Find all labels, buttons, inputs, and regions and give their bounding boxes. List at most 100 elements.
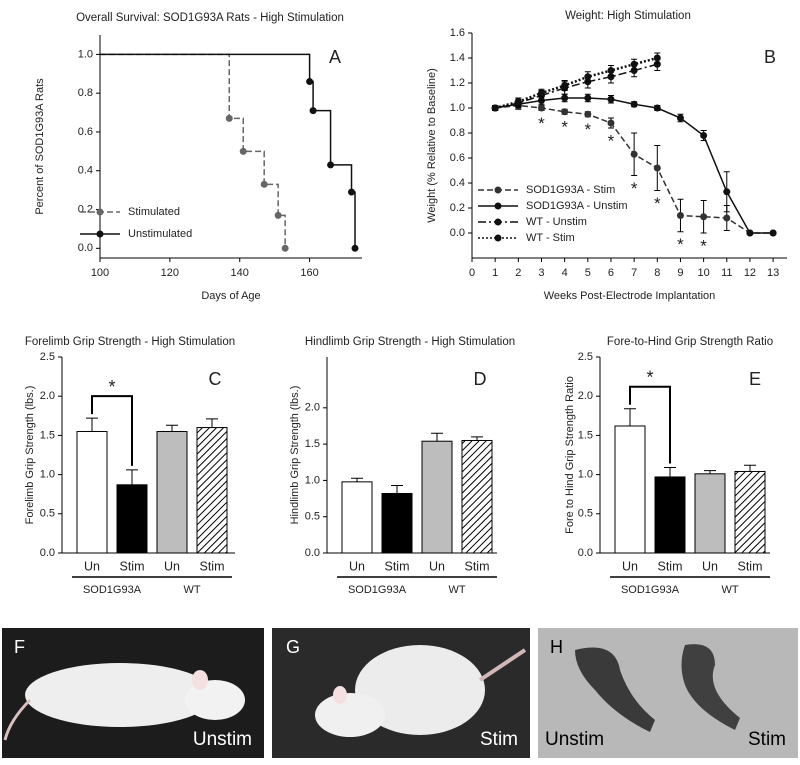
series-marker <box>700 132 708 139</box>
error-bar <box>624 408 636 426</box>
significance-marker: * <box>631 179 638 198</box>
series-marker <box>561 82 569 89</box>
legend-marker <box>494 234 502 242</box>
bar <box>461 439 493 554</box>
bar <box>734 470 766 554</box>
legend-label: SOD1G93A - Unstim <box>526 200 627 212</box>
x-tick-label: 2 <box>515 267 521 279</box>
error-bar <box>431 432 443 442</box>
survival-marker <box>281 244 289 252</box>
significance-marker: * <box>561 118 568 137</box>
survival-line <box>100 53 286 249</box>
series-marker <box>653 104 661 112</box>
significance-marker: * <box>677 235 684 254</box>
bar <box>156 430 188 554</box>
survival-marker <box>309 107 317 115</box>
series-marker <box>537 89 545 97</box>
panel-label: C <box>209 369 222 389</box>
x-tick-label: 100 <box>91 267 109 279</box>
significance-marker: * <box>608 131 615 150</box>
y-tick-label: 0.6 <box>78 126 93 138</box>
significance-marker: * <box>584 120 591 139</box>
y-tick-label: 1.2 <box>450 77 465 89</box>
x-tick-label: 120 <box>161 267 179 279</box>
bar <box>694 473 726 554</box>
series-marker <box>491 104 499 112</box>
group-label: WT <box>183 584 200 596</box>
x-tick-label: Stim <box>120 559 145 573</box>
legend-marker <box>494 186 502 194</box>
y-tick-label: 0.4 <box>78 165 93 177</box>
error-bar <box>351 477 363 482</box>
survival-marker <box>306 78 314 86</box>
series-marker <box>584 94 592 102</box>
y-axis-label: Fore to Hind Grip Strength Ratio <box>564 376 576 534</box>
error-bar <box>126 469 138 485</box>
survival-marker <box>239 147 247 155</box>
survival-marker <box>327 161 335 169</box>
series-marker <box>676 212 684 219</box>
y-tick-label: 1.6 <box>450 27 465 39</box>
error-bar <box>166 424 178 432</box>
y-tick-label: 0.0 <box>450 227 465 239</box>
photo-caption: Unstim <box>193 729 252 750</box>
significance-bracket <box>91 395 133 466</box>
series-marker <box>630 100 638 108</box>
group-label: SOD1G93A <box>83 584 142 596</box>
x-tick-label: 13 <box>767 267 779 279</box>
series-marker <box>561 94 569 102</box>
y-tick-label: 0.5 <box>305 511 320 523</box>
significance-label: * <box>646 367 653 387</box>
series-marker <box>607 119 615 127</box>
error-bar <box>744 464 756 472</box>
x-tick-label: Un <box>702 559 718 573</box>
group-label: SOD1G93A <box>348 584 407 596</box>
significance-marker: * <box>538 114 545 133</box>
photo-label: F <box>14 637 25 657</box>
x-axis-label: Weeks Post-Electrode Implantation <box>544 290 716 302</box>
error-bar <box>391 484 403 494</box>
y-tick-label: 2.5 <box>578 351 593 363</box>
photo-caption: Stim <box>748 729 786 750</box>
series-marker <box>607 95 615 103</box>
bar <box>116 484 148 554</box>
group-label: WT <box>721 584 738 596</box>
series-marker <box>561 108 569 116</box>
legend-label: WT - Unstim <box>526 216 587 228</box>
x-tick-label: Un <box>349 559 365 573</box>
x-tick-label: 10 <box>697 267 709 279</box>
bar <box>654 476 686 554</box>
series-marker <box>584 73 592 81</box>
legend-label: WT - Stim <box>526 232 575 244</box>
error-bar <box>471 436 483 441</box>
panel-label: A <box>329 47 341 67</box>
y-tick-label: 0.0 <box>78 242 93 254</box>
significance-bracket <box>629 385 671 464</box>
y-axis-label: Weight (% Relative to Baseline) <box>426 68 438 222</box>
survival-marker <box>348 188 356 196</box>
photo-f <box>2 628 264 758</box>
legend-label: SOD1G93A - Stim <box>526 184 615 196</box>
x-tick-label: 6 <box>608 267 614 279</box>
y-tick-label: 0.2 <box>450 202 465 214</box>
error-bar <box>86 417 98 432</box>
x-tick-label: Un <box>622 559 638 573</box>
series-line <box>494 56 658 110</box>
y-tick-label: 0.5 <box>578 508 593 520</box>
series-marker <box>769 229 777 237</box>
significance-label: * <box>108 377 115 397</box>
series-marker <box>653 54 661 62</box>
error-bar <box>206 418 218 428</box>
photo-caption: Unstim <box>545 729 604 750</box>
bar <box>76 430 108 554</box>
survival-marker <box>225 114 233 122</box>
chart-title: Forelimb Grip Strength - High Stimulatio… <box>25 336 235 348</box>
x-tick-label: Stim <box>465 559 490 573</box>
group-label: SOD1G93A <box>621 584 680 596</box>
y-tick-label: 1.0 <box>40 469 55 481</box>
x-tick-label: 8 <box>654 267 660 279</box>
photo-h <box>538 628 798 758</box>
error-bar <box>664 467 676 477</box>
y-tick-label: 0.4 <box>450 177 465 189</box>
